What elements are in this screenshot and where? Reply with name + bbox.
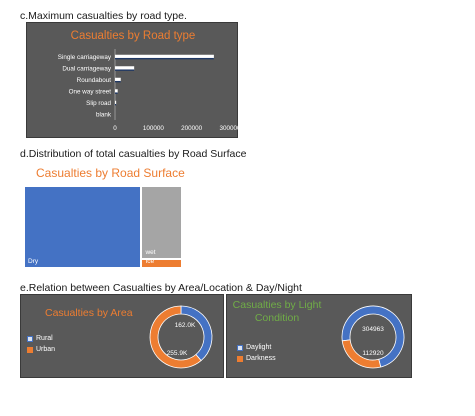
area-chart-panel: Casualties by Area Rural Urban 162.0K 255… — [20, 294, 224, 378]
light-chart-title: Casualties by Light Condition — [227, 299, 327, 325]
bar-category-label-roundabout: Roundabout — [77, 77, 112, 84]
bar-shadow-slip-road — [115, 103, 117, 106]
bar-category-label-slip-road: Slip road — [86, 100, 111, 107]
doughnut-data-label-daylight: 304963 — [362, 326, 384, 333]
bar-shadow-one-way-street — [115, 92, 118, 94]
legend-item-daylight: Daylight — [237, 342, 276, 353]
bar-category-label-blank: blank — [96, 112, 112, 119]
bar-category-label-single-carriageway: Single carriageway — [58, 54, 112, 61]
bar-shadow-single-carriageway — [115, 57, 214, 60]
light-chart-panel: Casualties by Light Condition Daylight D… — [226, 294, 412, 378]
bar-x-tick-3: 300000 — [219, 125, 239, 132]
treemap-label-wet: wet — [145, 248, 156, 256]
road-surface-treemap: Dry wet Ice — [24, 186, 182, 268]
bar-x-tick-1: 100000 — [143, 125, 165, 132]
bar-shadow-roundabout — [115, 80, 121, 83]
treemap-label-ice: Ice — [145, 258, 155, 265]
legend-swatch-darkness — [237, 355, 243, 362]
treemap-block-ice — [141, 258, 182, 268]
bar-category-label-dual-carriageway: Dual carriageway — [62, 66, 111, 73]
area-legend: Rural Urban — [27, 333, 55, 355]
light-legend: Daylight Darkness — [237, 342, 276, 364]
legend-swatch-rural — [27, 335, 33, 342]
doughnut-data-label-rural: 162.0K — [175, 322, 196, 329]
section-c-label: c.Maximum casualties by road type. — [20, 10, 187, 22]
road-type-bar-chart: Casualties by Road type Single carriagew… — [58, 30, 239, 132]
legend-item-urban: Urban — [27, 344, 55, 355]
bar-roundabout — [115, 77, 121, 82]
area-doughnut-chart: 162.0K 255.9K — [149, 305, 213, 369]
road-type-chart-panel: Casualties by Road type Single carriagew… — [26, 22, 239, 138]
light-chart-title-text: Casualties by Light Condition — [232, 299, 322, 324]
doughnut-data-label-darkness: 112920 — [362, 350, 384, 357]
section-d-label: d.Distribution of total casualties by Ro… — [20, 148, 247, 160]
treemap-block-dry — [24, 186, 142, 268]
legend-label-rural: Rural — [36, 335, 53, 342]
light-doughnut-chart: 304963 112920 — [341, 305, 405, 369]
section-e-label: e.Relation between Casualties by Area/Lo… — [20, 282, 302, 294]
legend-swatch-daylight — [237, 344, 243, 351]
treemap-label-dry: Dry — [28, 258, 39, 265]
legend-swatch-urban — [27, 346, 33, 353]
bar-dual-carriageway — [115, 66, 135, 71]
legend-item-rural: Rural — [27, 333, 55, 344]
treemap-block-wet — [141, 186, 182, 259]
doughnut-slice-urban — [149, 305, 202, 369]
bar-x-tick-0: 0 — [113, 125, 117, 132]
road-type-chart-title: Casualties by Road type — [71, 30, 196, 42]
bar-category-label-one-way-street: One way street — [69, 89, 112, 96]
bar-single-carriageway — [115, 54, 214, 59]
area-chart-title: Casualties by Area — [45, 307, 133, 319]
legend-label-darkness: Darkness — [246, 355, 276, 362]
bar-x-tick-2: 200000 — [181, 125, 203, 132]
road-surface-chart-title: Casualties by Road Surface — [36, 166, 185, 180]
legend-item-darkness: Darkness — [237, 353, 276, 364]
doughnut-data-label-urban: 255.9K — [167, 350, 188, 357]
bar-one-way-street — [115, 89, 118, 94]
bar-slip-road — [115, 100, 117, 105]
doughnut-slice-darkness — [341, 339, 382, 369]
legend-label-urban: Urban — [36, 346, 56, 353]
bar-shadow-dual-carriageway — [115, 69, 135, 71]
legend-label-daylight: Daylight — [246, 344, 272, 351]
